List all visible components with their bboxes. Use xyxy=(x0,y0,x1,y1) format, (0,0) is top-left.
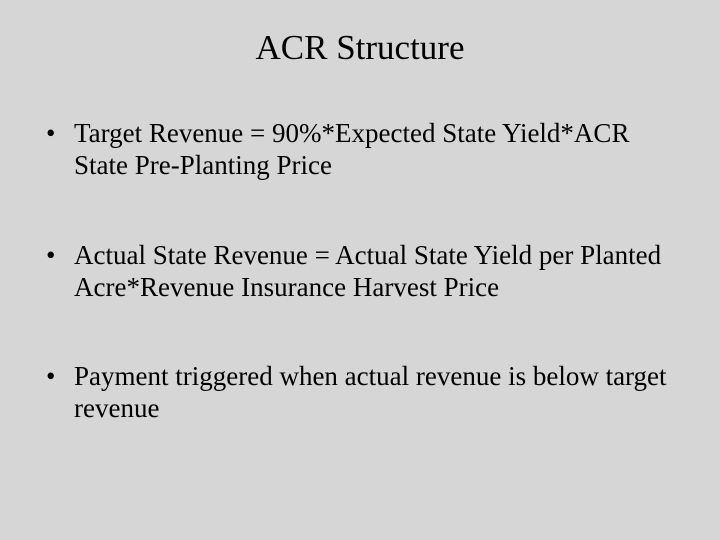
bullet-item: Payment triggered when actual revenue is… xyxy=(44,361,680,425)
slide-title: ACR Structure xyxy=(40,28,680,68)
bullet-item: Actual State Revenue = Actual State Yiel… xyxy=(44,240,680,304)
bullet-list: Target Revenue = 90%*Expected State Yiel… xyxy=(40,118,680,425)
bullet-item: Target Revenue = 90%*Expected State Yiel… xyxy=(44,118,680,182)
slide: ACR Structure Target Revenue = 90%*Expec… xyxy=(0,0,720,540)
